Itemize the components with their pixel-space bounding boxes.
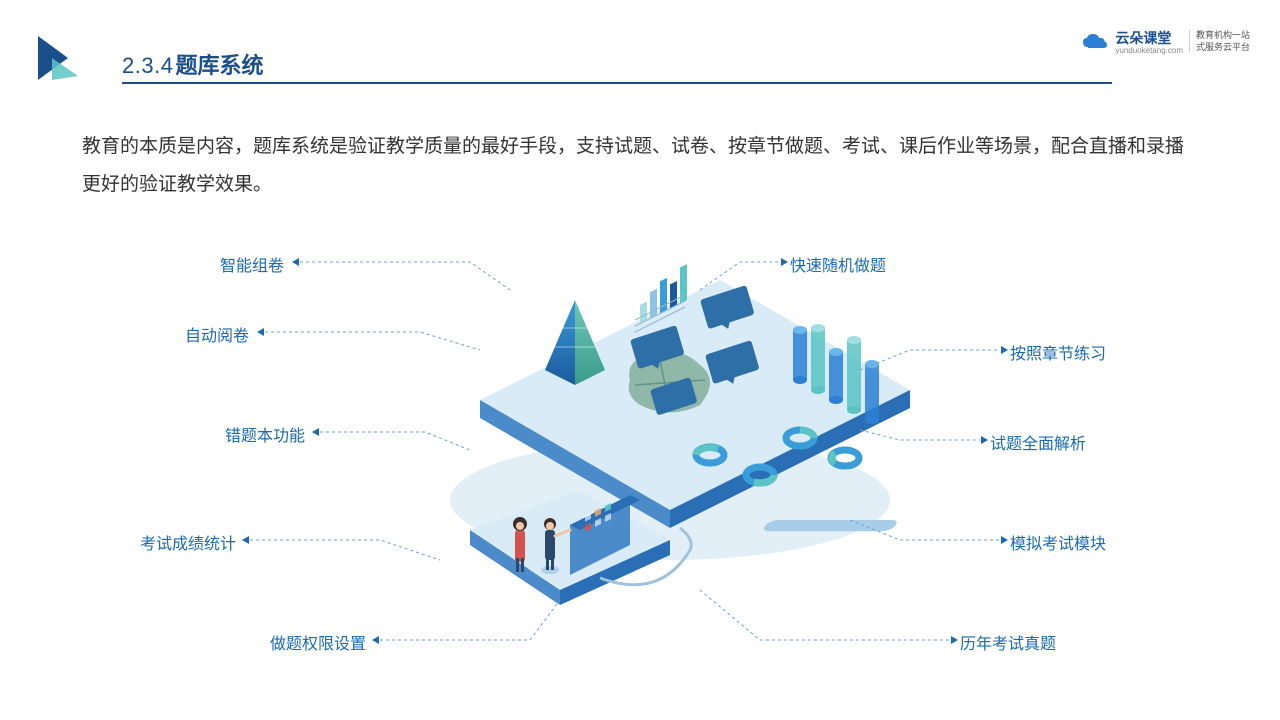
- title-underline: [122, 82, 1112, 84]
- pill-bar: [761, 520, 900, 531]
- section-description: 教育的本质是内容，题库系统是验证教学质量的最好手段，支持试题、试卷、按章节做题、…: [82, 128, 1198, 204]
- label-wrong-book: 错题本功能: [225, 422, 305, 446]
- brand-domain: yunduoketang.com: [1115, 46, 1183, 55]
- feature-diagram: 智能组卷 自动阅卷 错题本功能 考试成绩统计 做题权限设置 快速随机做题 按照章…: [140, 230, 1140, 670]
- label-mock-exam: 模拟考试模块: [1010, 530, 1106, 554]
- section-number: 2.3.4: [122, 53, 173, 79]
- brand-slogan: 教育机构一站 式服务云平台: [1189, 30, 1250, 53]
- label-past-exam: 历年考试真题: [960, 630, 1056, 654]
- label-score-stats: 考试成绩统计: [140, 530, 236, 554]
- label-smart-compose: 智能组卷: [220, 252, 284, 276]
- label-auto-grade: 自动阅卷: [185, 322, 249, 346]
- isometric-illustration: [350, 240, 930, 640]
- label-chapter-practice: 按照章节练习: [1010, 340, 1106, 364]
- section-title-text: 题库系统: [175, 48, 263, 80]
- label-quick-random: 快速随机做题: [790, 252, 886, 276]
- label-full-analysis: 试题全面解析: [990, 430, 1086, 454]
- section-arrow-icon: [38, 36, 86, 85]
- cloud-icon: [1081, 32, 1109, 52]
- section-title: 2.3.4 题库系统: [122, 48, 263, 80]
- label-permission: 做题权限设置: [270, 630, 366, 654]
- brand-logo: 云朵课堂 yunduoketang.com 教育机构一站 式服务云平台: [1081, 28, 1250, 55]
- brand-name: 云朵课堂: [1115, 28, 1183, 48]
